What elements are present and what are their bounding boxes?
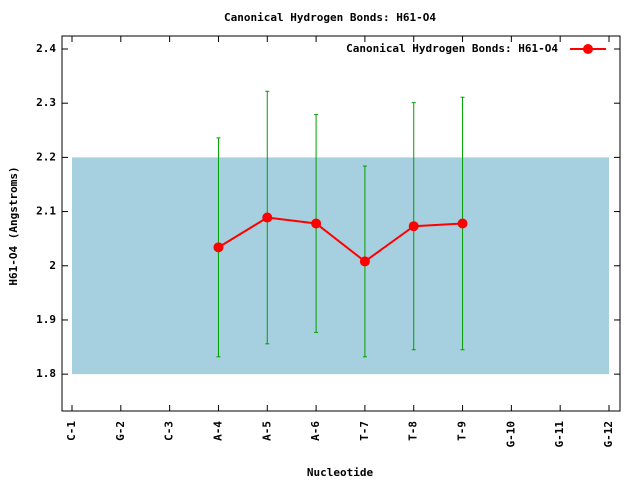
data-point — [311, 218, 322, 229]
y-tick-label: 2 — [49, 259, 56, 272]
legend-marker — [583, 44, 593, 54]
y-tick-label: 2.1 — [36, 205, 56, 218]
x-tick-label: T-7 — [358, 421, 371, 441]
reference-band — [72, 157, 609, 375]
x-tick-label: C-1 — [65, 421, 78, 441]
x-tick-label: T-9 — [456, 421, 469, 441]
y-tick-label: 1.9 — [36, 313, 56, 326]
x-tick-label: A-6 — [309, 421, 322, 441]
x-axis-label: Nucleotide — [307, 466, 374, 479]
x-tick-label: G-12 — [602, 421, 615, 448]
x-tick-label: C-3 — [163, 421, 176, 441]
data-point — [359, 256, 370, 267]
y-tick-label: 1.8 — [36, 367, 56, 380]
y-tick-label: 2.4 — [36, 42, 56, 55]
plot-frame — [61, 35, 621, 412]
chart-title: Canonical Hydrogen Bonds: H61-O4 — [224, 11, 436, 24]
data-point — [408, 221, 419, 232]
x-tick-label: A-5 — [260, 421, 273, 441]
x-tick-label: G-2 — [114, 421, 127, 441]
data-line — [217, 216, 463, 263]
y-axis-label: H61-O4 (Angstroms) — [7, 166, 20, 285]
x-tick-label: T-8 — [407, 421, 420, 441]
y-tick-label: 2.3 — [36, 96, 56, 109]
data-point — [213, 242, 224, 253]
data-point — [457, 218, 468, 229]
x-tick-label: A-4 — [211, 421, 224, 441]
data-point — [262, 212, 273, 223]
legend-label: Canonical Hydrogen Bonds: H61-O4 — [346, 42, 558, 55]
y-tick-label: 2.2 — [36, 150, 56, 163]
x-tick-label: G-10 — [504, 421, 517, 448]
x-tick-label: G-11 — [553, 421, 566, 448]
